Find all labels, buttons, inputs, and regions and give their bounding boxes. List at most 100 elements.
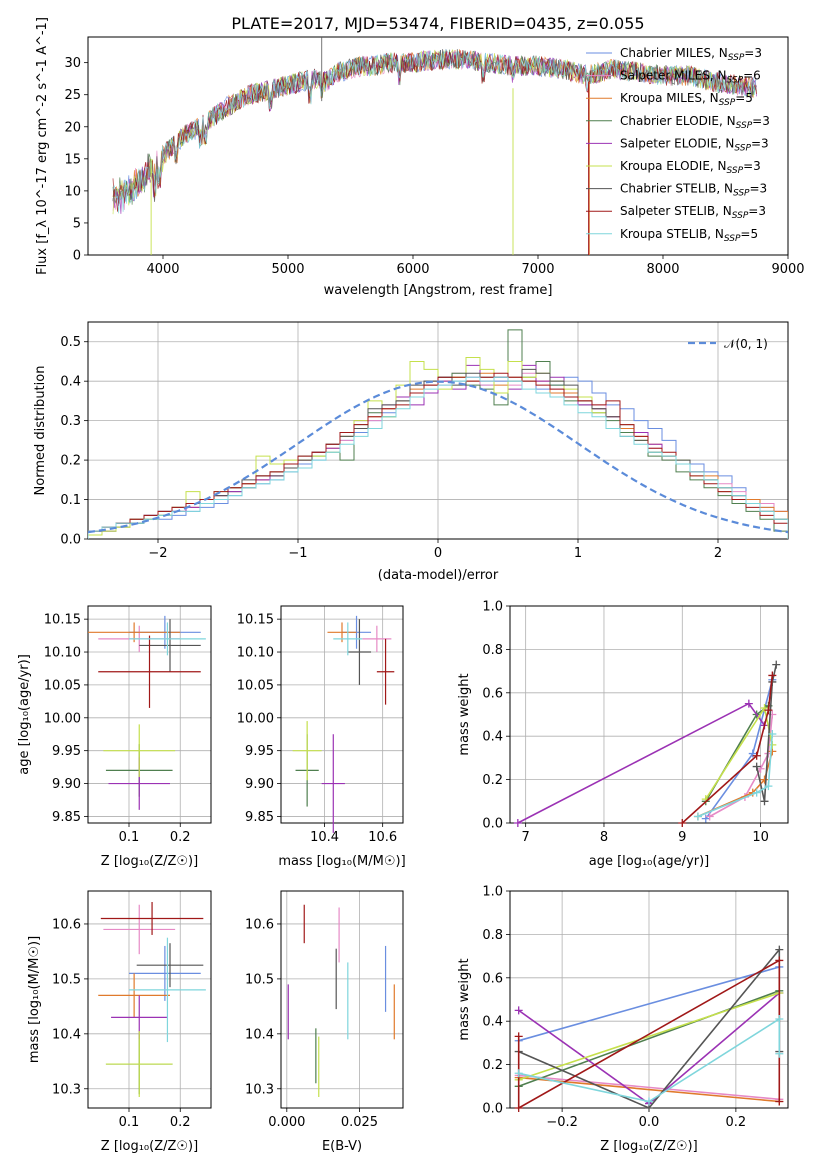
x-tick-label: 0.000 [268,1115,305,1130]
y-tick-label: 10.6 [52,917,81,932]
weight-line-salpeter-stelib [681,675,774,824]
weight-marker [645,1097,653,1106]
spectrum-kroupa-elodie [112,48,757,215]
x-tick-label: −1 [288,546,307,561]
y-tick-label: 30 [64,56,81,71]
y-tick-label: 10.05 [44,678,81,693]
x-tick-label: 2 [714,546,722,561]
legend-hist: 𝒩(0, 1) [688,337,768,351]
x-tick-label: 0.1 [119,830,140,845]
x-tick-label: 5000 [271,262,304,277]
spectrum-lines [112,37,757,255]
axes-frame [509,605,789,824]
x-tick-label: 8000 [646,262,679,277]
legend-label-7: Salpeter STELIB, NSSP=3 [620,204,766,221]
weight-marker [752,788,761,797]
x-tick-label: 9 [678,830,686,845]
y-tick-label: 10.4 [245,1027,274,1042]
x-axis-label: (data-model)/error [378,568,499,583]
y-tick-label: 10.10 [44,646,81,661]
y-tick-label: 0.0 [60,533,81,548]
y-axis-label: mass weight [457,958,472,1040]
weight-line-kroupa-elodie [518,992,780,1081]
y-tick-label: 5 [73,216,81,231]
legend-label-5: Kroupa ELODIE, NSSP=3 [620,159,761,176]
y-tick-label: 10.3 [245,1082,274,1097]
weight-marker [514,1032,523,1041]
y-tick-label: 0.5 [60,335,81,350]
legend-label-1: Salpeter MILES, NSSP=6 [620,69,761,86]
x-tick-label: 4000 [146,262,179,277]
legend-label-8: Kroupa STELIB, NSSP=5 [620,227,758,244]
x-tick-label: 10 [752,830,769,845]
x-tick-label: 10.6 [368,830,397,845]
weight-marker [772,660,781,669]
y-tick-label: 0.3 [60,414,81,429]
x-tick-label: 0 [434,546,442,561]
y-tick-label: 15 [64,152,81,167]
y-tick-label: 0.4 [482,1015,503,1030]
y-tick-label: 9.85 [245,810,274,825]
age_vs_Z-points [88,615,206,810]
y-tick-label: 9.90 [245,777,274,792]
y-tick-label: 0.2 [482,1058,503,1073]
spectrum-kroupa-stelib [112,48,757,214]
spectrum-axes: 4000 5000 6000 7000 8000 9000 0 5 10 15 20 25 30 wave… [35,17,805,298]
x-tick-label: 0.2 [170,830,191,845]
legend-label-3: Chabrier ELODIE, NSSP=3 [620,114,770,131]
y-axis-label: mass [log₁₀(M/M☉)] [27,936,42,1063]
axes-frame [280,890,404,1109]
weight-marker [513,819,522,827]
y-tick-label: 1.0 [482,885,503,900]
y-tick-label: 10.4 [52,1027,81,1042]
weight-marker [775,1097,784,1106]
y-tick-label: 10.00 [237,711,274,726]
y-tick-label: 0.8 [482,643,503,658]
y-tick-label: 9.85 [52,810,81,825]
normal-curve [88,380,788,534]
legend-label-6: Chabrier STELIB, NSSP=3 [620,182,767,199]
figure-title: PLATE=2017, MJD=53474, FIBERID=0435, z=0… [231,14,644,33]
weight_vs_Z-axes: −0.2 0.0 0.2 0.0 0.2 0.4 0.6 0.8 1.0 Z [log₁₀(Z/Z… [457,885,789,1154]
axes-frame [87,321,789,540]
y-tick-label: 10.00 [44,711,81,726]
x-tick-label: −0.2 [546,1115,578,1130]
weight-marker [514,1006,523,1015]
mass_vs_Z-points [98,901,206,1098]
histogram-steps [88,329,788,539]
weight-marker [693,812,702,821]
y-axis-label: age [log₁₀(age/yr)] [17,654,32,775]
weight-marker [760,797,769,806]
y-tick-label: 10.5 [245,972,274,987]
weight_vs_age-lines [513,660,781,827]
y-tick-label: 10.05 [237,678,274,693]
legend-label-4: Salpeter ELODIE, NSSP=3 [620,136,769,153]
weight-marker [775,1049,784,1058]
weight-line-kroupa-stelib [697,733,774,818]
y-tick-label: 10.15 [237,613,274,628]
y-tick-label: 0.4 [60,375,81,390]
y-tick-label: 0.6 [482,971,503,986]
weight_vs_age-axes: 7 8 9 10 0.0 0.2 0.4 0.6 0.8 1.0 age [log₁₀(age/yr… [457,600,789,869]
y-axis-label: Normed distribution [33,366,48,496]
y-tick-label: 9.95 [52,744,81,759]
y-tick-label: 10 [64,184,81,199]
x-tick-label: 7 [522,830,530,845]
y-tick-label: 0.2 [482,773,503,788]
y-tick-label: 10.15 [44,613,81,628]
weight-marker [764,706,773,715]
y-tick-label: 0.1 [60,493,81,508]
weight-marker [768,671,777,680]
y-tick-label: 25 [64,88,81,103]
legend-label-0: Chabrier MILES, NSSP=3 [620,46,762,63]
x-axis-label: age [log₁₀(age/yr)] [589,854,710,869]
hist-kroupa-stelib [88,376,788,539]
weight-marker [775,1015,784,1024]
axes-frame [87,890,212,1109]
x-tick-label: 10.4 [310,830,339,845]
weight-marker [775,945,784,954]
x-axis-label: Z [log₁₀(Z/Z☉)] [101,854,198,869]
y-tick-label: 0.2 [60,454,81,469]
y-tick-label: 0.0 [482,1102,503,1117]
